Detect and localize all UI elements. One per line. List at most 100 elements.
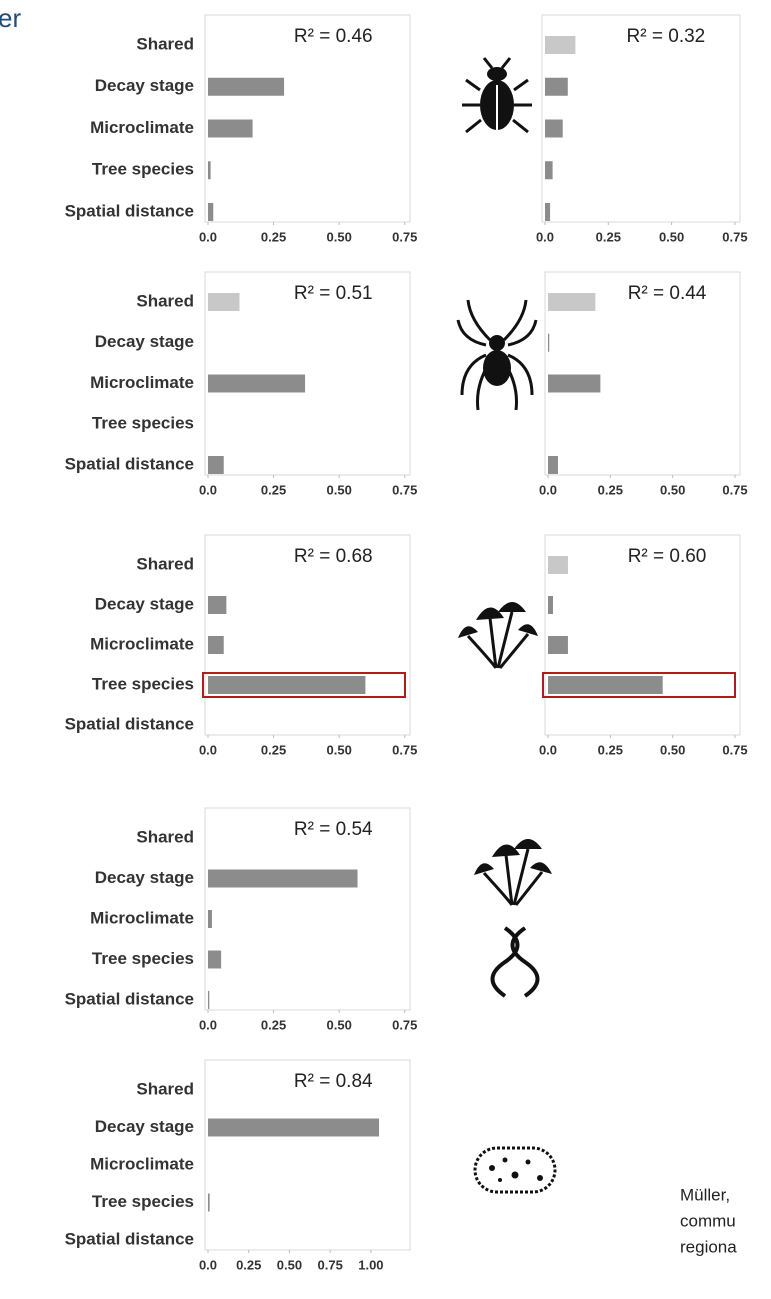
r2-annotation: R² = 0.68 <box>294 546 373 567</box>
category-label: Shared <box>136 827 194 846</box>
category-label: Decay stage <box>95 1117 194 1136</box>
bar <box>208 374 306 393</box>
x-tick-label: 0.50 <box>660 742 685 757</box>
bar <box>208 991 210 1009</box>
citation: Müller, <box>680 1185 730 1204</box>
bar <box>208 676 366 694</box>
icon-mushrooms <box>458 602 538 669</box>
x-tick-label: 0.0 <box>199 1017 217 1032</box>
x-tick-label: 0.25 <box>261 229 286 244</box>
citation: commu <box>680 1211 736 1230</box>
bar <box>208 77 285 96</box>
x-tick-label: 0.25 <box>598 742 623 757</box>
category-label: Microclimate <box>90 1154 194 1173</box>
bar <box>208 869 358 888</box>
category-label: Spatial distance <box>65 454 194 473</box>
x-tick-label: 0.0 <box>199 1257 217 1272</box>
slide-title: er <box>0 3 21 33</box>
bar <box>208 596 227 614</box>
category-label: Microclimate <box>90 373 194 392</box>
category-label: Tree species <box>92 674 194 693</box>
plot-frame <box>204 271 411 476</box>
r2-annotation: R² = 0.51 <box>294 283 373 304</box>
r2-annotation: R² = 0.46 <box>294 26 373 47</box>
bar <box>208 1118 380 1137</box>
bar <box>208 203 214 221</box>
category-label: Spatial distance <box>65 714 194 733</box>
x-tick-label: 0.75 <box>392 1017 417 1032</box>
x-tick-label: 0.50 <box>327 1017 352 1032</box>
icon-beetle <box>462 57 532 134</box>
x-tick-label: 0.25 <box>261 1017 286 1032</box>
category-label: Spatial distance <box>65 1229 194 1248</box>
category-label: Microclimate <box>90 118 194 137</box>
bar <box>548 456 558 474</box>
x-tick-label: 0.0 <box>199 742 217 757</box>
x-tick-label: 0.50 <box>327 229 352 244</box>
category-label: Shared <box>136 1079 194 1098</box>
x-tick-label: 0.50 <box>659 229 684 244</box>
bar <box>208 910 212 928</box>
r2-annotation: R² = 0.44 <box>628 283 707 304</box>
icon-spider <box>456 299 538 411</box>
bar <box>548 556 568 574</box>
bar <box>548 636 568 654</box>
r2-annotation: R² = 0.84 <box>294 1071 373 1092</box>
bar <box>548 293 596 311</box>
category-label: Tree species <box>92 414 194 433</box>
x-tick-label: 0.0 <box>199 482 217 497</box>
bar <box>548 596 553 614</box>
category-label: Microclimate <box>90 634 194 653</box>
plot-frame <box>204 807 411 1011</box>
x-tick-label: 0.0 <box>539 482 557 497</box>
bar <box>208 456 224 474</box>
bar <box>548 374 601 393</box>
bar <box>545 119 563 138</box>
x-tick-label: 0.25 <box>598 482 623 497</box>
bar <box>208 636 224 654</box>
x-tick-label: 0.0 <box>539 742 557 757</box>
bar <box>208 119 253 138</box>
category-label: Spatial distance <box>65 989 194 1008</box>
citation: regiona <box>680 1237 737 1256</box>
r2-annotation: R² = 0.60 <box>628 546 707 567</box>
plot-frame <box>204 14 411 223</box>
x-tick-label: 0.0 <box>199 229 217 244</box>
category-label: Decay stage <box>95 868 194 887</box>
x-tick-label: 0.25 <box>261 482 286 497</box>
x-tick-label: 0.75 <box>722 229 747 244</box>
category-label: Decay stage <box>95 594 194 613</box>
bar <box>545 77 568 96</box>
r2-annotation: R² = 0.32 <box>627 26 706 47</box>
x-tick-label: 0.50 <box>327 742 352 757</box>
category-label: Decay stage <box>95 76 194 95</box>
plot-frame <box>204 534 411 736</box>
x-tick-label: 0.75 <box>392 229 417 244</box>
x-tick-label: 0.75 <box>722 482 747 497</box>
x-tick-label: 0.75 <box>318 1257 343 1272</box>
x-tick-label: 0.25 <box>236 1257 261 1272</box>
category-label: Shared <box>136 554 194 573</box>
x-tick-label: 0.25 <box>261 742 286 757</box>
icon-dna <box>490 926 540 998</box>
plot-frame <box>204 1059 411 1251</box>
x-tick-label: 0.0 <box>536 229 554 244</box>
x-tick-label: 0.50 <box>327 482 352 497</box>
category-label: Microclimate <box>90 908 194 927</box>
bar <box>208 950 222 969</box>
bar <box>208 293 240 311</box>
bar <box>208 1193 210 1212</box>
category-label: Tree species <box>92 949 194 968</box>
x-tick-label: 0.75 <box>392 482 417 497</box>
bar <box>208 161 211 180</box>
category-label: Tree species <box>92 160 194 179</box>
icon-bacterium <box>473 1146 557 1194</box>
x-tick-label: 0.25 <box>596 229 621 244</box>
bar <box>545 161 553 180</box>
icon-mushrooms <box>474 839 552 906</box>
category-label: Shared <box>136 34 194 53</box>
highlight-box <box>202 672 406 698</box>
x-tick-label: 0.50 <box>660 482 685 497</box>
plot-frame <box>544 534 741 736</box>
